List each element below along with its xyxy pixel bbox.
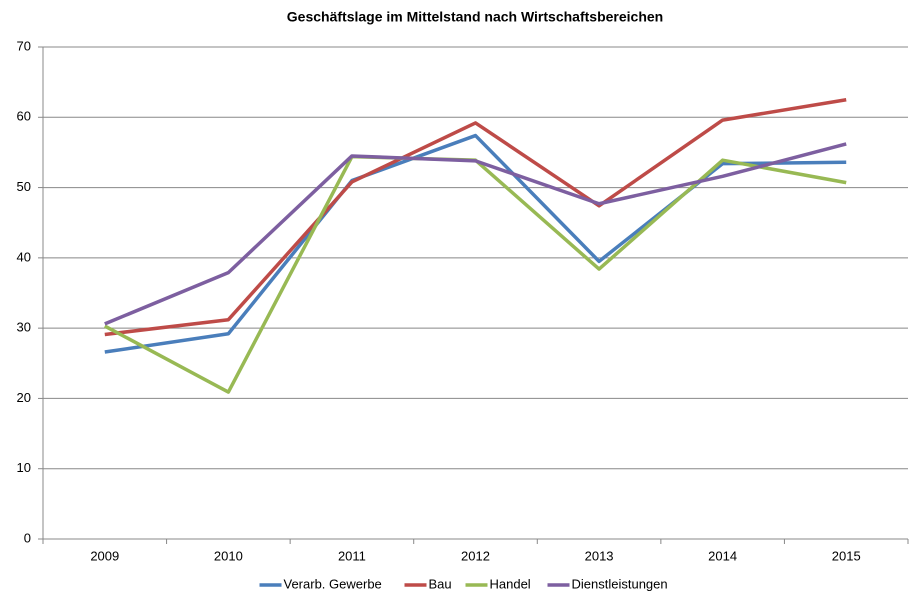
y-tick-label: 40 — [17, 249, 31, 264]
x-tick-label: 2012 — [461, 548, 490, 563]
legend-label: Handel — [490, 576, 531, 591]
y-tick-label: 50 — [17, 179, 31, 194]
series-line — [104, 142, 847, 326]
y-tick-label: 70 — [17, 38, 31, 53]
y-tick-label: 60 — [17, 109, 31, 124]
y-tick-label: 30 — [17, 320, 31, 335]
legend-label: Verarb. Gewerbe — [284, 576, 382, 591]
y-tick-label: 20 — [17, 390, 31, 405]
y-tick-label: 0 — [24, 530, 31, 545]
x-tick-label: 2010 — [214, 548, 243, 563]
series-line — [104, 133, 847, 354]
y-tick-label: 10 — [17, 460, 31, 475]
legend-label: Dienstleistungen — [572, 576, 668, 591]
series-line — [104, 97, 847, 337]
x-tick-label: 2011 — [338, 548, 366, 563]
x-tick-label: 2014 — [708, 548, 737, 563]
legend-label: Bau — [429, 576, 452, 591]
series-line — [103, 154, 847, 394]
x-tick-label: 2013 — [585, 548, 614, 563]
x-tick-label: 2015 — [832, 548, 861, 563]
chart-title: Geschäftslage im Mittelstand nach Wirtsc… — [287, 9, 663, 25]
x-tick-label: 2009 — [90, 548, 119, 563]
